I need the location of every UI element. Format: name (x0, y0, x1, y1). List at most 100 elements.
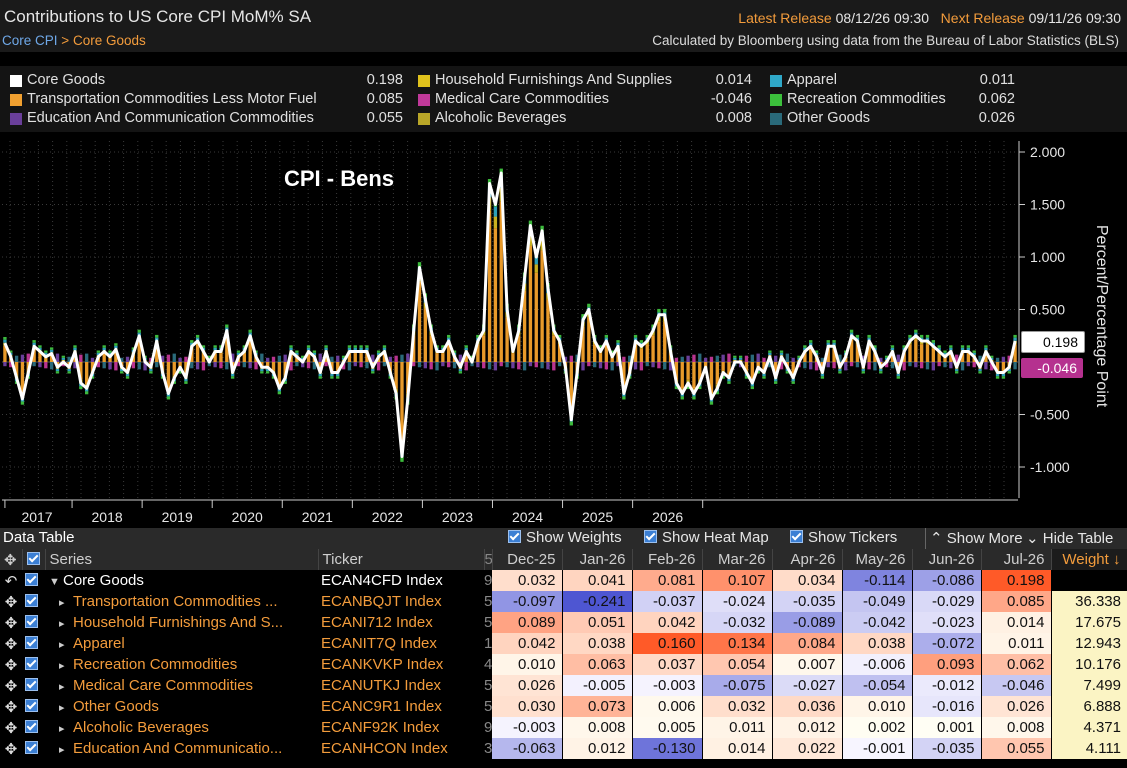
breadcrumb-core-goods[interactable]: Core Goods (72, 33, 146, 48)
bar-component (137, 329, 141, 333)
table-row[interactable]: ↶ ▼ Core Goods ECAN4CFD Index 9 0.032 0.041 0.0… (0, 570, 1127, 591)
checkbox-icon[interactable] (790, 530, 803, 543)
row-checkbox[interactable] (22, 591, 45, 612)
show-weights-toggle[interactable]: Show Weights (508, 529, 622, 546)
bar-component-neg (38, 362, 42, 368)
month-header[interactable]: Apr-26 (772, 549, 843, 570)
bar-component-neg (295, 362, 299, 367)
series-name[interactable]: ▸ Education And Communicatio... (59, 740, 283, 757)
month-header[interactable]: Mar-26 (702, 549, 773, 570)
row-checkbox[interactable] (22, 696, 45, 717)
caret-right-icon[interactable]: ▸ (59, 597, 65, 609)
weight-column-header[interactable]: Weight ↓ (1051, 549, 1127, 570)
row-checkbox[interactable] (22, 612, 45, 633)
series-column-header[interactable]: Series (45, 549, 319, 570)
ticker[interactable]: ECANBQJT Index (321, 593, 442, 610)
ticker[interactable]: ECANF92K Index (321, 719, 440, 736)
select-all-checkbox[interactable] (22, 549, 46, 570)
legend-item[interactable]: Education And Communication Commodities 0… (10, 110, 403, 128)
show-tickers-toggle[interactable]: Show Tickers (790, 529, 897, 546)
show-more-button[interactable]: ⌃ Show More (930, 529, 1023, 547)
legend-item[interactable]: Transportation Commodities Less Motor Fu… (10, 91, 403, 109)
row-checkbox[interactable] (22, 633, 45, 654)
table-cell: -0.072 (912, 633, 982, 654)
bar-component-neg (271, 356, 276, 362)
table-row[interactable]: ✥ ▸ Apparel ECANIT7Q Index 1 0.042 0.038 0.160 0… (0, 633, 1127, 654)
row-checkbox[interactable] (22, 570, 45, 591)
series-name[interactable]: ▸ Medical Care Commodities (59, 677, 254, 694)
series-name[interactable]: ▸ Alcoholic Beverages (59, 719, 209, 736)
month-header[interactable]: Jul-26 (981, 549, 1052, 570)
caret-right-icon[interactable]: ▸ (59, 660, 65, 672)
legend-item[interactable]: Recreation Commodities 0.062 (770, 91, 1015, 109)
breadcrumb-core-cpi[interactable]: Core CPI (2, 33, 58, 48)
move-icon[interactable]: ✥ (0, 549, 23, 570)
move-icon[interactable]: ✥ (4, 635, 18, 653)
undo-icon[interactable]: ↶ (4, 572, 18, 590)
legend-item[interactable]: Other Goods 0.026 (770, 110, 1015, 128)
ticker-column-header[interactable]: Ticker (318, 549, 485, 570)
ticker[interactable]: ECANUTKJ Index (321, 677, 442, 694)
bar-transportation (266, 362, 270, 367)
move-icon[interactable]: ✥ (4, 698, 18, 716)
move-icon[interactable]: ✥ (4, 656, 18, 674)
ticker[interactable]: ECANIT7Q Index (321, 635, 437, 652)
show-heat-map-toggle[interactable]: Show Heat Map (644, 529, 769, 546)
ticker[interactable]: ECANHCON Index (321, 740, 448, 757)
row-checkbox[interactable] (22, 717, 45, 738)
legend-item[interactable]: Core Goods 0.198 (10, 72, 403, 90)
bar-component (213, 345, 217, 348)
move-icon[interactable]: ✥ (4, 677, 18, 695)
table-row[interactable]: ✥ ▸ Medical Care Commodities ECANUTKJ Index… (0, 675, 1127, 696)
series-name[interactable]: ▸ Recreation Commodities (59, 656, 238, 673)
legend-item[interactable]: Apparel 0.011 (770, 72, 1015, 90)
bar-component (733, 357, 737, 360)
ticker[interactable]: ECANKVKP Index (321, 656, 444, 673)
month-header[interactable]: Jan-26 (562, 549, 633, 570)
show-weights-label: Show Weights (526, 529, 622, 546)
checkbox-icon[interactable] (644, 530, 657, 543)
legend-item[interactable]: Alcoholic Beverages 0.008 (418, 110, 752, 128)
series-name[interactable]: ▸ Household Furnishings And S... (59, 614, 284, 631)
table-cell: 0.036 (772, 696, 843, 717)
row-checkbox[interactable] (22, 738, 45, 759)
table-row[interactable]: ✥ ▸ Other Goods ECANC9R1 Index 5 0.030 0.073 0.… (0, 696, 1127, 717)
caret-right-icon[interactable]: ▸ (59, 681, 65, 693)
table-row[interactable]: ✥ ▸ Household Furnishings And S... ECANI712… (0, 612, 1127, 633)
move-icon[interactable]: ✥ (4, 593, 18, 611)
month-header[interactable]: May-26 (842, 549, 913, 570)
month-header[interactable]: Dec-25 (492, 549, 563, 570)
table-row[interactable]: ✥ ▸ Transportation Commodities ... ECANBQJT… (0, 591, 1127, 612)
row-checkbox[interactable] (22, 654, 45, 675)
series-name[interactable]: ▸ Other Goods (59, 698, 159, 715)
caret-down-icon[interactable]: ▼ (49, 576, 60, 588)
month-header[interactable]: Jun-26 (912, 549, 982, 570)
checkbox-icon[interactable] (508, 530, 521, 543)
legend-item[interactable]: Medical Care Commodities -0.046 (418, 91, 752, 109)
hide-table-button[interactable]: ⌄ Hide Table (1026, 529, 1113, 547)
table-row[interactable]: ✥ ▸ Alcoholic Beverages ECANF92K Index 9 -0.0… (0, 717, 1127, 738)
ticker[interactable]: ECAN4CFD Index (321, 572, 443, 589)
series-name[interactable]: ▸ Transportation Commodities ... (59, 593, 278, 610)
move-icon[interactable]: ✥ (4, 614, 18, 632)
series-name[interactable]: ▸ Apparel (59, 635, 125, 652)
month-header[interactable]: Feb-26 (632, 549, 703, 570)
series-name[interactable]: ▼ Core Goods (49, 572, 144, 589)
caret-right-icon[interactable]: ▸ (59, 618, 65, 630)
y-tick-label: 1.000 (1030, 249, 1065, 265)
move-icon[interactable]: ✥ (4, 740, 18, 758)
ticker[interactable]: ECANC9R1 Index (321, 698, 442, 715)
caret-right-icon[interactable]: ▸ (59, 639, 65, 651)
move-icon[interactable]: ✥ (4, 719, 18, 737)
legend-item[interactable]: Household Furnishings And Supplies 0.014 (418, 72, 752, 90)
caret-right-icon[interactable]: ▸ (59, 723, 65, 735)
bar-component (230, 373, 235, 377)
caret-right-icon[interactable]: ▸ (59, 744, 65, 756)
table-row[interactable]: ✥ ▸ Education And Communicatio... ECANHCON … (0, 738, 1127, 759)
bar-component (604, 334, 609, 338)
ticker[interactable]: ECANI712 Index (321, 614, 433, 631)
row-checkbox[interactable] (22, 675, 45, 696)
table-row[interactable]: ✥ ▸ Recreation Commodities ECANKVKP Index 4 0… (0, 654, 1127, 675)
caret-right-icon[interactable]: ▸ (59, 702, 65, 714)
bar-component (995, 373, 1000, 377)
